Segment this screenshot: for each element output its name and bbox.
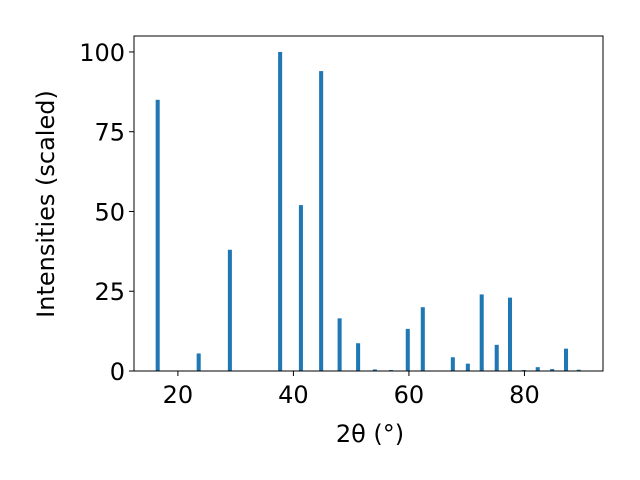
bar xyxy=(564,348,569,371)
bar xyxy=(550,369,555,371)
bar xyxy=(465,363,470,371)
y-axis-label: Intensities (scaled) xyxy=(32,90,60,318)
bar xyxy=(227,249,232,371)
y-tick-label: 100 xyxy=(79,39,125,67)
bar xyxy=(479,294,484,371)
bar xyxy=(337,318,342,371)
x-tick-label: 40 xyxy=(278,381,309,409)
x-tick-label: 60 xyxy=(394,381,425,409)
x-tick-label: 80 xyxy=(509,381,540,409)
bar xyxy=(535,367,540,371)
y-tick-label: 25 xyxy=(94,278,125,306)
bar xyxy=(155,99,160,372)
bar xyxy=(420,307,425,371)
x-axis-label: 2θ (°) xyxy=(336,420,404,448)
bar xyxy=(319,71,324,371)
bar xyxy=(196,353,201,371)
bar xyxy=(576,369,581,371)
bar xyxy=(356,343,361,371)
x-tick-label: 20 xyxy=(163,381,194,409)
bar xyxy=(278,51,283,371)
bar xyxy=(494,344,499,371)
bar xyxy=(298,205,303,371)
bar xyxy=(372,369,377,371)
y-tick-label: 50 xyxy=(94,198,125,226)
y-tick-label: 75 xyxy=(94,119,125,147)
bar xyxy=(450,357,455,371)
bar xyxy=(405,328,410,371)
bar xyxy=(507,297,513,371)
y-tick-label: 0 xyxy=(110,358,125,386)
plot-frame xyxy=(133,35,604,372)
